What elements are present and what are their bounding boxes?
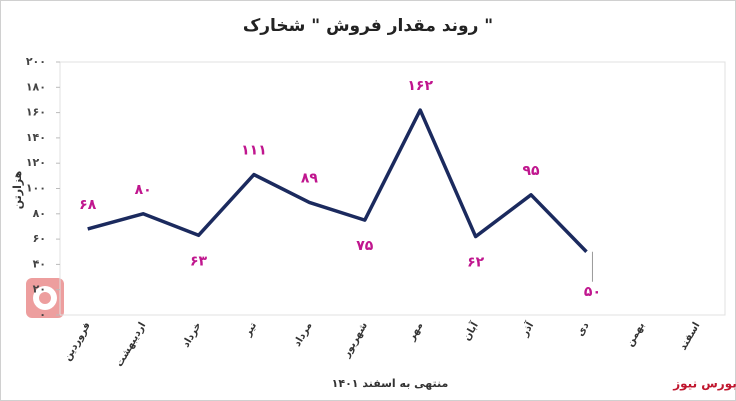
- y-tick-label: ۱۴۰: [26, 131, 46, 144]
- data-label: ۱۶۲: [407, 78, 433, 94]
- source: بورس نیوز: [672, 377, 736, 392]
- logo: [26, 278, 64, 318]
- y-tick-label: ۰: [39, 308, 46, 321]
- data-label: ۸۰: [135, 182, 152, 198]
- y-tick-label: ۴۰: [33, 257, 46, 270]
- y-axis-label: هزارتن: [11, 171, 24, 210]
- line: [87, 108, 588, 253]
- data-label: ۱۱۱: [241, 143, 267, 159]
- y-tick-label: ۲۰۰: [26, 55, 46, 68]
- y-tick-label: ۱۸۰: [26, 80, 46, 93]
- data-label: ۸۹: [301, 170, 319, 186]
- y-tick-label: ۱۶۰: [26, 106, 46, 119]
- x-axis-label: منتهی به اسفند ۱۴۰۱: [332, 377, 449, 390]
- data-label: ۶۲: [467, 255, 485, 271]
- y-tick-label: ۶۰: [33, 232, 46, 245]
- chart-title: روند مقدار فروش " شخارک ": [243, 16, 493, 36]
- y-tick-label: ۸۰: [33, 207, 46, 220]
- y-tick-label: ۲۰: [33, 283, 46, 296]
- y-tick-label: ۱۲۰: [26, 156, 46, 169]
- y-tick-label: ۱۰۰: [26, 182, 46, 195]
- data-label: ۹۵: [522, 163, 540, 179]
- data-label: ۷۵: [356, 238, 374, 254]
- data-label: ۶۸: [79, 197, 97, 213]
- data-label: ۶۳: [190, 253, 208, 269]
- data-label: ۵۰: [584, 284, 601, 300]
